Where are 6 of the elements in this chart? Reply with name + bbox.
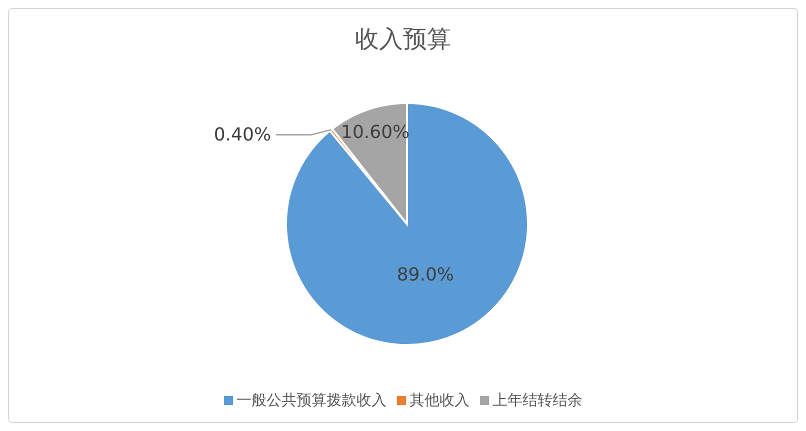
legend-label: 上年结转结余	[492, 391, 582, 410]
data-label: 0.40%	[214, 124, 272, 146]
legend-label: 一般公共预算拨款收入	[236, 391, 386, 410]
chart-title: 收入预算	[354, 24, 452, 55]
data-label: 89.0%	[396, 264, 454, 286]
legend-label: 其他收入	[408, 391, 470, 410]
